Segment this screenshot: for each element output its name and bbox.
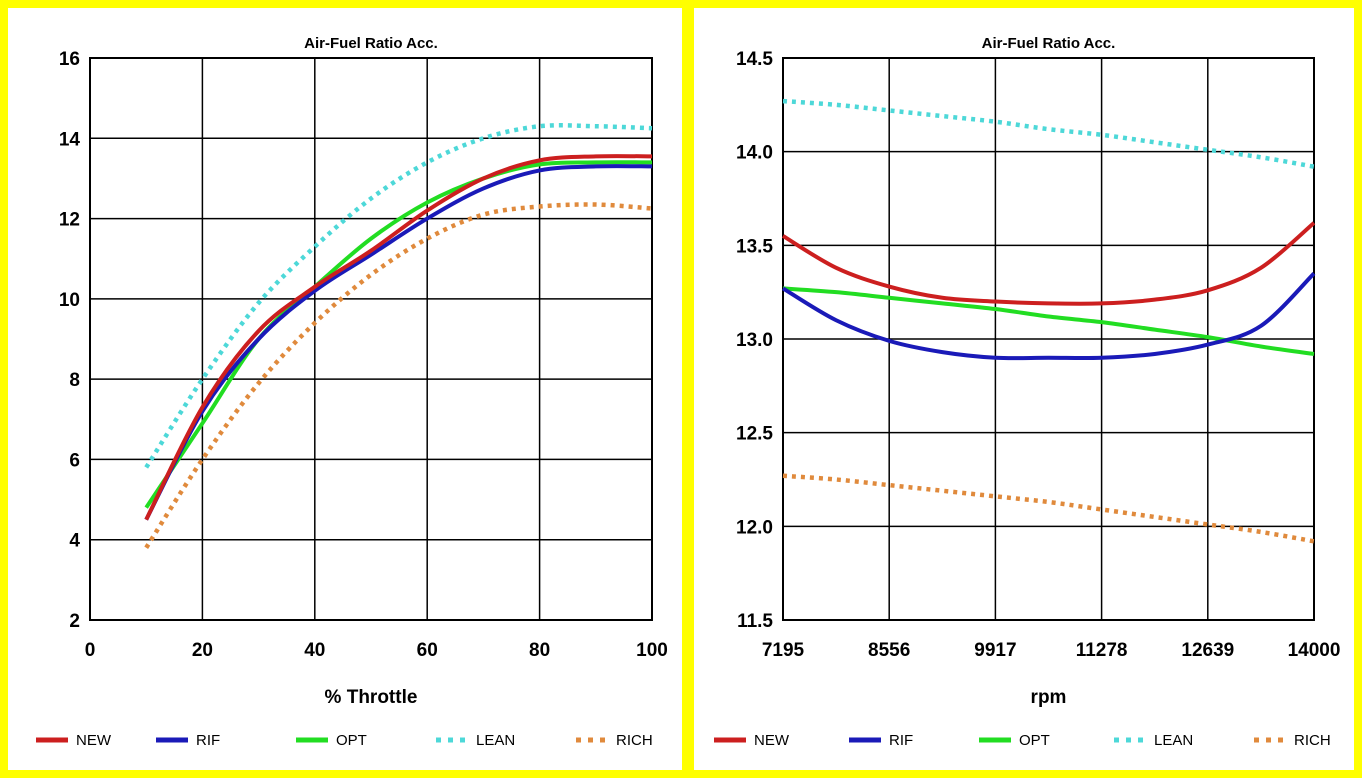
x-tick-label: 40 (304, 640, 325, 661)
x-tick-label: 11278 (1076, 640, 1128, 661)
series-line-rif (781, 272, 1316, 361)
legend-label-new: NEW (754, 732, 790, 749)
series-line-lean (144, 123, 653, 469)
legend-label-opt: OPT (1019, 732, 1050, 749)
y-tick-label: 6 (69, 450, 80, 471)
chart-title: Air-Fuel Ratio Acc. (982, 35, 1116, 52)
legend-label-rif: RIF (196, 732, 220, 749)
chart-panel-throttle: Air-Fuel Ratio Acc. 2 4 6 8 10 12 14 16 0 20 40 60 80… (8, 8, 682, 770)
x-axis-title: % Throttle (325, 687, 418, 708)
throttle-chart: Air-Fuel Ratio Acc. 2 4 6 8 10 12 14 16 0 20 40 60 80… (36, 35, 668, 749)
series-line-lean (782, 98, 1315, 169)
legend-label-lean: LEAN (1154, 732, 1193, 749)
series-line-rich (144, 202, 653, 549)
series-line-opt (144, 160, 653, 509)
y-tick-label: 14 (59, 129, 81, 150)
chart-panel-rpm: Air-Fuel Ratio Acc. 11.5 12.0 12.5 13.0 13.5 1… (694, 8, 1354, 770)
y-tick-label: 4 (69, 531, 80, 552)
x-tick-label: 20 (192, 640, 213, 661)
legend-label-lean: LEAN (476, 732, 515, 749)
legend-label-opt: OPT (336, 732, 367, 749)
chart-title: Air-Fuel Ratio Acc. (304, 35, 438, 52)
legend-label-new: NEW (76, 732, 112, 749)
legend-label-rif: RIF (889, 732, 913, 749)
x-tick-label: 100 (636, 640, 668, 661)
y-tick-label: 13.5 (736, 236, 773, 257)
y-tick-label: 12.0 (736, 517, 773, 538)
y-tick-label: 10 (59, 290, 80, 311)
y-tick-label: 14.5 (736, 49, 773, 70)
x-tick-label: 7195 (762, 640, 805, 661)
x-tick-label: 80 (529, 640, 550, 661)
x-tick-label: 8556 (868, 640, 910, 661)
series-line-rich (782, 473, 1315, 544)
y-tick-label: 12.5 (736, 424, 773, 445)
plot-area (89, 57, 653, 621)
y-tick-label: 11.5 (737, 611, 773, 632)
x-tick-label: 60 (417, 640, 438, 661)
series-line-rif (144, 164, 653, 521)
y-tick-label: 8 (69, 370, 80, 391)
x-tick-label: 14000 (1288, 640, 1341, 661)
x-tick-label: 0 (85, 640, 96, 661)
y-tick-label: 12 (59, 210, 80, 231)
legend-label-rich: RICH (1294, 732, 1331, 749)
y-tick-label: 13.0 (736, 330, 773, 351)
x-tick-label: 12639 (1181, 640, 1234, 661)
rpm-chart: Air-Fuel Ratio Acc. 11.5 12.0 12.5 13.0 13.5 1… (714, 35, 1341, 749)
series-line-new (781, 221, 1316, 306)
y-tick-label: 14.0 (736, 143, 773, 164)
series-line-new (144, 154, 653, 521)
x-tick-label: 9917 (974, 640, 1016, 661)
y-tick-label: 2 (69, 611, 80, 632)
y-tick-label: 16 (59, 49, 80, 70)
legend-label-rich: RICH (616, 732, 653, 749)
x-axis-title: rpm (1031, 687, 1067, 708)
